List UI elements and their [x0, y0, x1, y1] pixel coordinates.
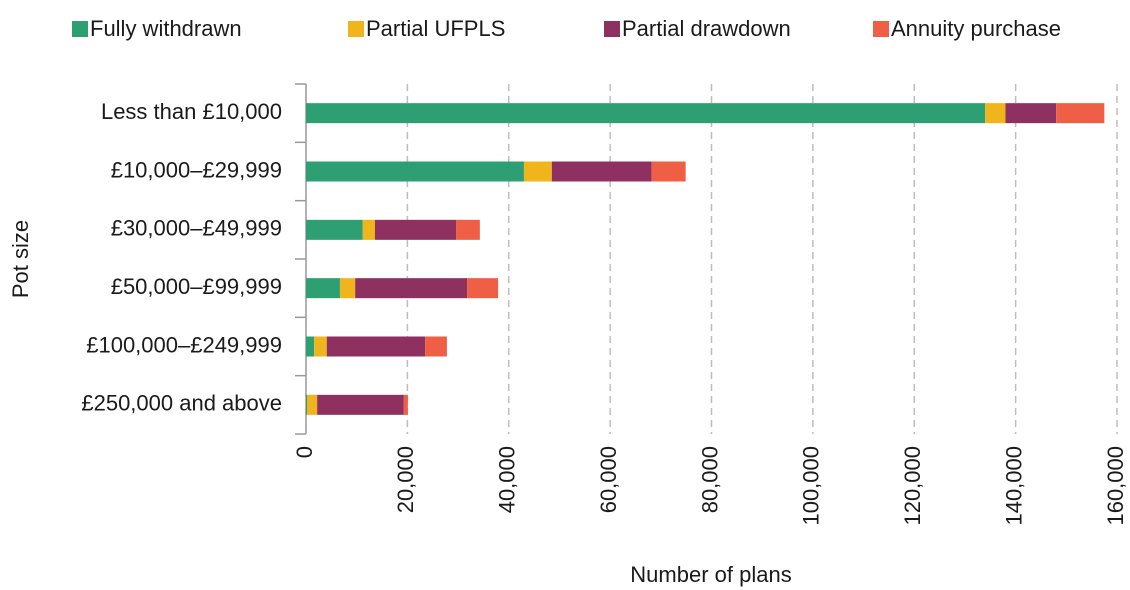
bar-segment — [306, 219, 363, 240]
legend-label: Partial drawdown — [622, 16, 791, 41]
legend-swatch — [72, 21, 88, 37]
x-tick-label: 160,000 — [1103, 446, 1128, 526]
y-tick-label: £250,000 and above — [81, 391, 282, 416]
bar-segment — [307, 394, 318, 415]
bar-segment — [306, 336, 315, 357]
bar-segment — [467, 278, 499, 299]
x-tick-label: 100,000 — [799, 446, 824, 526]
bar-segment — [306, 394, 308, 415]
bar-segment — [306, 103, 986, 124]
bar-segment — [985, 103, 1006, 124]
bar-segment — [1005, 103, 1057, 124]
bar-segment — [339, 278, 356, 299]
bar-segment — [523, 161, 552, 182]
y-tick-label: £50,000–£99,999 — [111, 274, 282, 299]
legend-swatch — [348, 21, 364, 37]
x-tick-label: 120,000 — [900, 446, 925, 526]
x-tick-label: 140,000 — [1001, 446, 1026, 526]
x-tick-label: 40,000 — [495, 446, 520, 513]
bar-segment — [362, 219, 375, 240]
y-tick-label: £30,000–£49,999 — [111, 216, 282, 241]
bar-segment — [306, 161, 524, 182]
bar-segment — [314, 336, 327, 357]
y-tick-label: £100,000–£249,999 — [86, 332, 282, 357]
legend-label: Partial UFPLS — [366, 16, 505, 41]
bar-segment — [374, 219, 457, 240]
bar-segment — [355, 278, 468, 299]
x-tick-label: 20,000 — [393, 446, 418, 513]
bar-segment — [326, 336, 426, 357]
legend-label: Fully withdrawn — [90, 16, 242, 41]
bar-segment — [551, 161, 652, 182]
bar-segment — [317, 394, 404, 415]
x-tick-label: 80,000 — [697, 446, 722, 513]
legend-label: Annuity purchase — [891, 16, 1061, 41]
y-tick-label: Less than £10,000 — [101, 99, 282, 124]
bar-segment — [651, 161, 686, 182]
bar-segment — [1056, 103, 1105, 124]
y-axis-label: Pot size — [8, 220, 33, 298]
bar-segment — [456, 219, 480, 240]
bar-segment — [403, 394, 408, 415]
x-axis-label: Number of plans — [630, 562, 791, 587]
bar-segment — [425, 336, 447, 357]
legend-swatch — [604, 21, 620, 37]
bar-segment — [306, 278, 340, 299]
x-tick-label: 0 — [292, 446, 317, 458]
x-tick-label: 60,000 — [596, 446, 621, 513]
y-tick-label: £10,000–£29,999 — [111, 157, 282, 182]
legend-swatch — [873, 21, 889, 37]
